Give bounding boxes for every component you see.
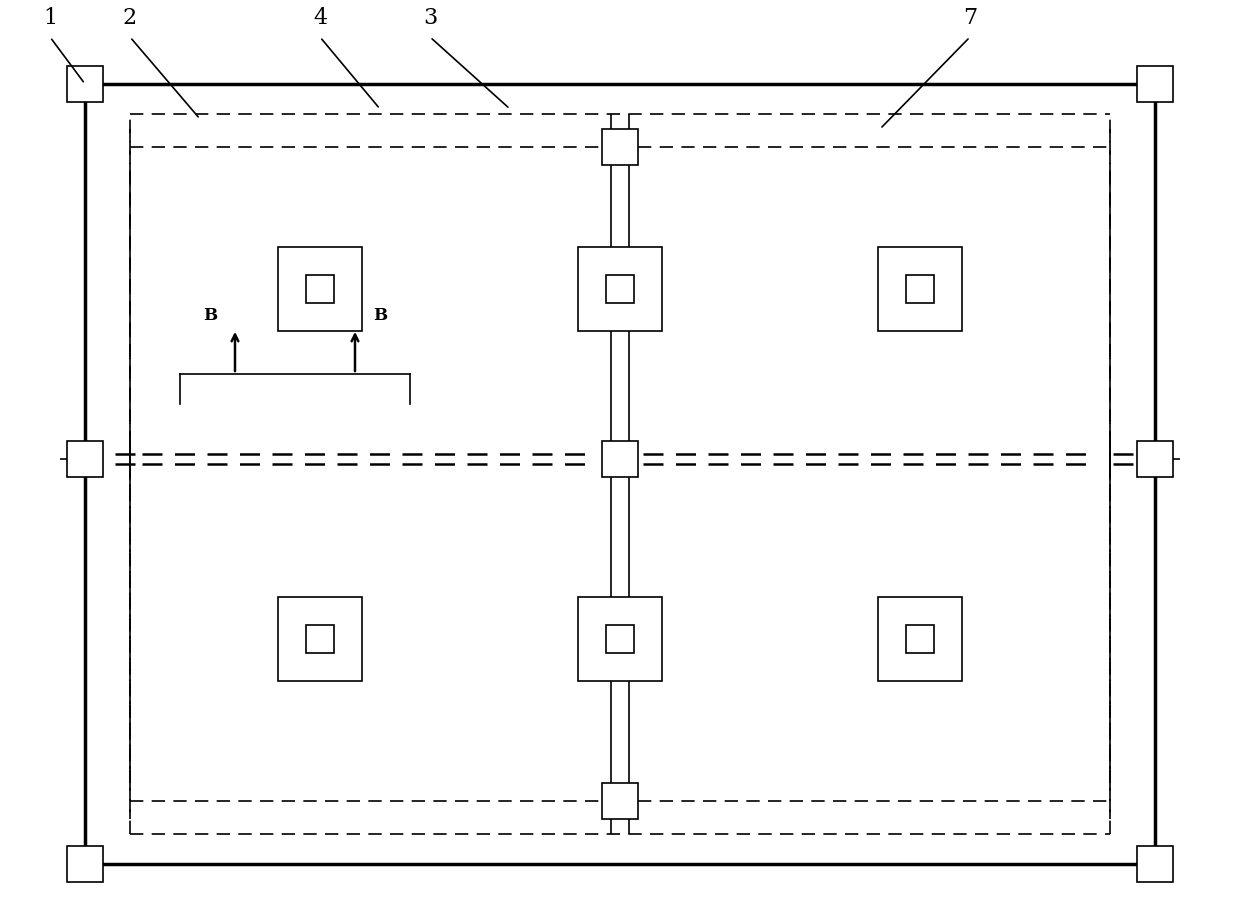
Text: 3: 3 — [423, 7, 438, 29]
Bar — [67, 441, 103, 477]
Bar — [601, 783, 639, 819]
Bar — [306, 625, 334, 653]
Bar — [306, 275, 334, 303]
Text: B: B — [373, 307, 387, 324]
Bar — [878, 597, 962, 681]
Text: 7: 7 — [963, 7, 977, 29]
Bar — [578, 247, 662, 331]
Text: 4: 4 — [312, 7, 327, 29]
Text: 1: 1 — [43, 7, 57, 29]
Bar — [1137, 66, 1173, 102]
Text: B: B — [203, 307, 217, 324]
Bar — [67, 846, 103, 882]
Bar — [606, 275, 634, 303]
Bar — [278, 247, 362, 331]
Bar — [1137, 441, 1173, 477]
Bar — [601, 129, 639, 165]
Bar — [67, 66, 103, 102]
Bar — [906, 275, 934, 303]
Text: 2: 2 — [123, 7, 138, 29]
Bar — [606, 625, 634, 653]
Bar — [278, 597, 362, 681]
Bar — [86, 84, 1154, 864]
Bar — [1137, 846, 1173, 882]
Bar — [578, 597, 662, 681]
Bar — [878, 247, 962, 331]
Bar — [601, 441, 639, 477]
Bar — [906, 625, 934, 653]
